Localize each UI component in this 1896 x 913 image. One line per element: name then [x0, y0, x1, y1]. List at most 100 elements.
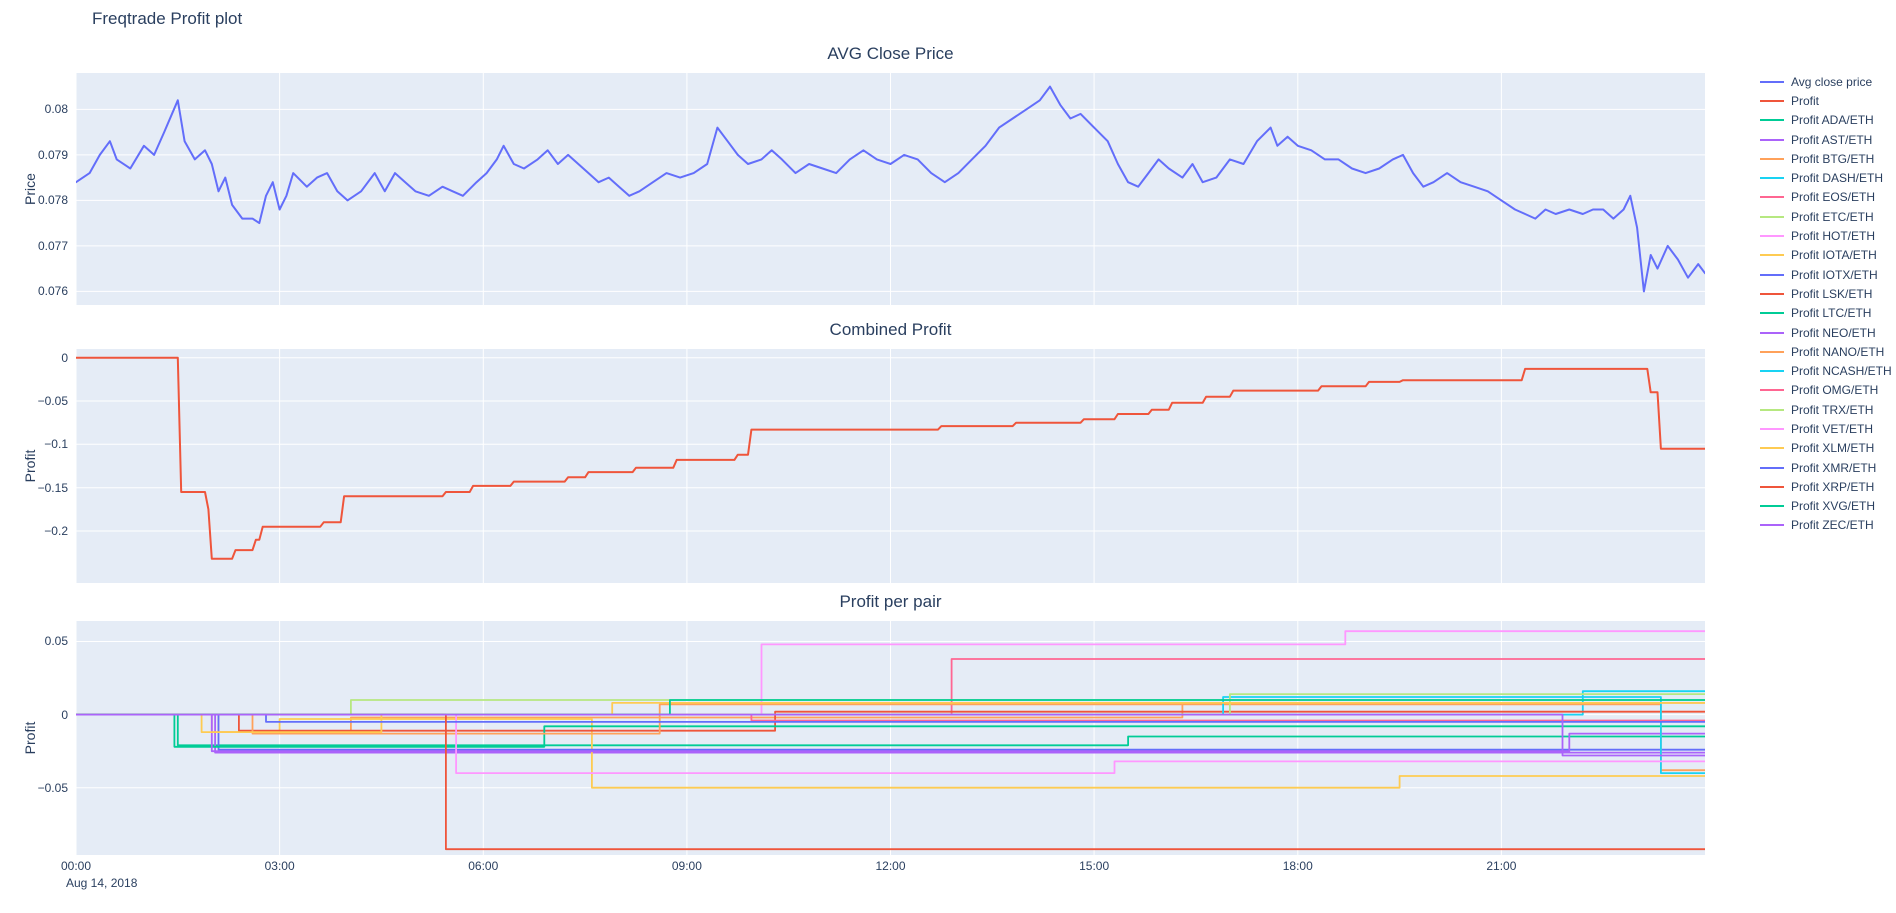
legend-line-swatch: [1760, 292, 1784, 295]
legend-item-label: Profit ETC/ETH: [1791, 209, 1874, 224]
legend-item-profit-omg-eth[interactable]: Profit OMG/ETH: [1760, 381, 1892, 400]
plot-profit-per-pair[interactable]: [76, 621, 1705, 855]
legend-line-swatch: [1760, 119, 1784, 122]
legend-item-label: Profit DASH/ETH: [1791, 171, 1884, 186]
legend-item-profit-xvg-eth[interactable]: Profit XVG/ETH: [1760, 497, 1892, 516]
x-tick-label: 03:00: [264, 859, 295, 873]
legend-item-profit-iota-eth[interactable]: Profit IOTA/ETH: [1760, 246, 1892, 265]
legend-line-swatch: [1760, 466, 1784, 469]
legend-item-label: Profit OMG/ETH: [1791, 383, 1879, 398]
legend-item-profit-xrp-eth[interactable]: Profit XRP/ETH: [1760, 477, 1892, 496]
legend-item-profit-nano-eth[interactable]: Profit NANO/ETH: [1760, 342, 1892, 361]
legend-item-label: Profit XRP/ETH: [1791, 479, 1875, 494]
x-tick-label: 15:00: [1079, 859, 1110, 873]
legend-item-profit-ada-eth[interactable]: Profit ADA/ETH: [1760, 111, 1892, 130]
y-tick-label: −0.05: [37, 780, 68, 795]
x-tick-label: 00:00: [60, 859, 92, 873]
y-tick-label: −0.05: [37, 394, 68, 408]
legend-item-profit-ltc-eth[interactable]: Profit LTC/ETH: [1760, 304, 1892, 323]
subplot-title-combined-profit: Combined Profit: [829, 320, 952, 339]
legend-line-swatch: [1760, 138, 1784, 141]
legend-line-swatch: [1760, 157, 1784, 160]
legend-item-label: Profit XLM/ETH: [1791, 441, 1875, 456]
y-tick-label: −0.1: [44, 437, 68, 452]
x-tick-label: 18:00: [1282, 859, 1313, 873]
legend-line-swatch: [1760, 505, 1784, 508]
legend-line-swatch: [1760, 215, 1784, 218]
legend-item-profit-ncash-eth[interactable]: Profit NCASH/ETH: [1760, 361, 1892, 380]
legend-item-profit-iotx-eth[interactable]: Profit IOTX/ETH: [1760, 265, 1892, 284]
legend-line-swatch: [1760, 427, 1784, 430]
legend: Avg close price Profit Profit ADA/ETH Profi…: [1760, 72, 1892, 535]
legend-item-label: Profit IOTA/ETH: [1791, 248, 1877, 263]
x-tick-label: 12:00: [875, 859, 906, 873]
series-profit[interactable]: [76, 356, 1705, 560]
legend-line-swatch: [1760, 408, 1784, 411]
y-tick-label: −0.2: [44, 524, 68, 538]
plot-avg-close-price[interactable]: [76, 73, 1705, 305]
legend-line-swatch: [1760, 196, 1784, 199]
y-tick-label: 0.078: [37, 193, 68, 208]
legend-line-swatch: [1760, 524, 1784, 527]
y-tick-label: 0.076: [37, 284, 68, 299]
legend-item-label: Profit LTC/ETH: [1791, 306, 1872, 321]
legend-line-swatch: [1760, 99, 1784, 102]
x-tick-label: 21:00: [1486, 859, 1517, 873]
legend-item-label: Profit XMR/ETH: [1791, 460, 1877, 475]
y-tick-label: 0.079: [37, 147, 68, 162]
legend-item-profit-vet-eth[interactable]: Profit VET/ETH: [1760, 419, 1892, 438]
legend-item-profit-ast-eth[interactable]: Profit AST/ETH: [1760, 130, 1892, 149]
plot-combined-profit[interactable]: [76, 349, 1705, 583]
legend-line-swatch: [1760, 389, 1784, 392]
legend-line-swatch: [1760, 447, 1784, 450]
y-axis-label: Profit: [22, 721, 38, 755]
figure-title: Freqtrade Profit plot: [92, 9, 243, 28]
legend-item-profit-etc-eth[interactable]: Profit ETC/ETH: [1760, 207, 1892, 226]
legend-item-label: Profit NANO/ETH: [1791, 344, 1885, 359]
legend-line-swatch: [1760, 370, 1784, 373]
legend-item-profit-dash-eth[interactable]: Profit DASH/ETH: [1760, 168, 1892, 187]
series-avg-close-price[interactable]: [76, 85, 1705, 293]
legend-line-swatch: [1760, 350, 1784, 353]
legend-line-swatch: [1760, 331, 1784, 334]
y-tick-label: 0.077: [37, 238, 68, 253]
legend-line-swatch: [1760, 273, 1784, 276]
legend-item-profit-xmr-eth[interactable]: Profit XMR/ETH: [1760, 458, 1892, 477]
legend-item-profit-trx-eth[interactable]: Profit TRX/ETH: [1760, 400, 1892, 419]
legend-item-label: Profit NCASH/ETH: [1791, 364, 1892, 379]
legend-item-profit-zec-eth[interactable]: Profit ZEC/ETH: [1760, 516, 1892, 535]
legend-item-profit[interactable]: Profit: [1760, 91, 1892, 110]
x-tick-label: 06:00: [468, 859, 499, 873]
legend-line-swatch: [1760, 235, 1784, 238]
legend-item-profit-neo-eth[interactable]: Profit NEO/ETH: [1760, 323, 1892, 342]
legend-item-profit-eos-eth[interactable]: Profit EOS/ETH: [1760, 188, 1892, 207]
legend-item-label: Profit XVG/ETH: [1791, 499, 1876, 514]
legend-item-label: Profit EOS/ETH: [1791, 190, 1876, 205]
legend-item-profit-lsk-eth[interactable]: Profit LSK/ETH: [1760, 284, 1892, 303]
subplot-title-profit-per-pair: Profit per pair: [839, 592, 942, 611]
legend-item-label: Profit VET/ETH: [1791, 421, 1874, 436]
legend-item-label: Profit ADA/ETH: [1791, 113, 1874, 128]
series-profit-zec-eth[interactable]: [76, 713, 1705, 757]
legend-item-label: Profit BTG/ETH: [1791, 151, 1875, 166]
x-tick-label: 09:00: [671, 859, 702, 873]
legend-line-swatch: [1760, 485, 1784, 488]
legend-item-label: Profit TRX/ETH: [1791, 402, 1874, 417]
legend-item-label: Profit IOTX/ETH: [1791, 267, 1878, 282]
legend-item-label: Profit AST/ETH: [1791, 132, 1873, 147]
legend-item-profit-btg-eth[interactable]: Profit BTG/ETH: [1760, 149, 1892, 168]
y-tick-label: 0: [61, 350, 68, 365]
legend-line-swatch: [1760, 312, 1784, 315]
subplot-title-avg-close-price: AVG Close Price: [827, 44, 954, 63]
legend-line-swatch: [1760, 254, 1784, 257]
legend-item-profit-xlm-eth[interactable]: Profit XLM/ETH: [1760, 439, 1892, 458]
y-tick-label: 0: [61, 707, 68, 722]
legend-item-profit-hot-eth[interactable]: Profit HOT/ETH: [1760, 226, 1892, 245]
legend-item-label: Profit ZEC/ETH: [1791, 518, 1874, 533]
legend-item-avg-close-price[interactable]: Avg close price: [1760, 72, 1892, 91]
series-profit-xlm-eth[interactable]: [76, 702, 1705, 733]
y-tick-label: −0.15: [37, 480, 68, 495]
y-axis-label: Profit: [22, 449, 38, 483]
y-tick-label: 0.08: [44, 102, 68, 117]
